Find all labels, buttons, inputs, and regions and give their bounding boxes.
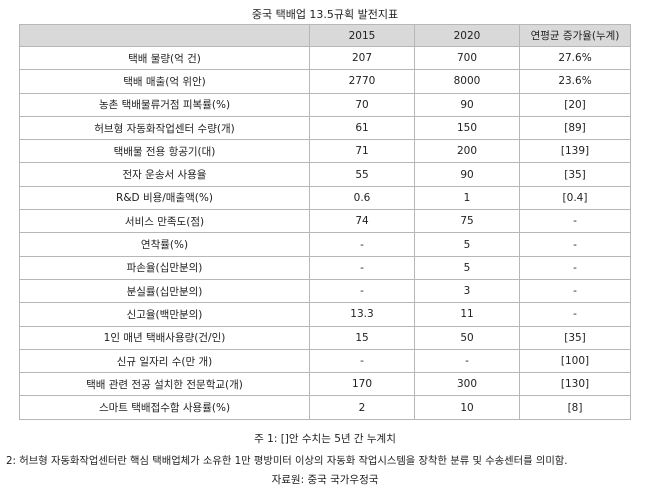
growth-cell: [20] [519, 92, 631, 117]
footnote-2: 2: 허브형 자동화작업센터란 핵심 택배업체가 소유한 1만 평방미터 이상의… [6, 455, 568, 467]
indicator-cell: 분실률(십만분의) [19, 278, 310, 304]
indicator-cell: 허브형 자동화작업센터 수량(개) [19, 115, 310, 141]
table-row: R&D 비용/매출액(%) 0.6 1 [0.4] [19, 185, 631, 211]
value-2020-cell: 10 [414, 395, 520, 420]
table-row: 서비스 만족도(점) 74 75- [19, 209, 631, 234]
value-2020-cell: - [414, 348, 520, 374]
indicator-cell: R&D 비용/매출액(%) [19, 185, 310, 211]
value-2015-cell: 61 [309, 115, 415, 141]
value-2015-cell: 55 [309, 162, 415, 187]
header-row: 2015 2020 연평균 증가율(누계) [19, 24, 631, 47]
value-2020-cell: 50 [414, 325, 520, 350]
growth-cell: 23.6% [519, 69, 631, 94]
indicator-cell: 파손율(십만분의) [19, 255, 310, 280]
value-2020-cell: 700 [414, 45, 520, 71]
indicator-cell: 신규 일자리 수(만 개) [19, 348, 310, 374]
indicator-cell: 연착률(%) [19, 232, 310, 257]
value-2015-cell: - [309, 232, 415, 257]
growth-cell: [130] [519, 372, 631, 397]
header-cell-growth: 연평균 증가율(누계) [519, 24, 631, 47]
table-row: 스마트 택배접수함 사용률(%) 2 10 [8] [19, 395, 631, 420]
source-note: 자료원: 중국 국가우정국 [271, 474, 379, 486]
value-2020-cell: 200 [414, 139, 520, 164]
indicator-cell: 스마트 택배접수함 사용률(%) [19, 395, 310, 420]
indicator-table: 2015 2020 연평균 증가율(누계) 택배 물량(억 건) 207 700 27… [19, 24, 631, 420]
value-2015-cell: 170 [309, 372, 415, 397]
value-2020-cell: 75 [414, 209, 520, 234]
indicator-cell: 택배 관련 전공 설치한 전문학교(개) [19, 372, 310, 397]
table-row: 신규 일자리 수(만 개) - - [100] [19, 348, 631, 374]
value-2020-cell: 300 [414, 372, 520, 397]
table-row: 택배 관련 전공 설치한 전문학교(개) 170 300 [130] [19, 372, 631, 397]
value-2015-cell: 15 [309, 325, 415, 350]
indicator-cell: 서비스 만족도(점) [19, 209, 310, 234]
value-2020-cell: 1 [414, 185, 520, 211]
header-cell-2020: 2020 [414, 24, 520, 47]
growth-cell: - [519, 232, 631, 257]
value-2020-cell: 3 [414, 278, 520, 304]
indicator-cell: 신고율(백만분의) [19, 302, 310, 327]
table-row: 택배물 전용 항공기(대) 71 200 [139] [19, 139, 631, 164]
value-2015-cell: 0.6 [309, 185, 415, 211]
growth-cell: - [519, 278, 631, 304]
table-row: 신고율(백만분의) 13.3 11- [19, 302, 631, 327]
value-2020-cell: 150 [414, 115, 520, 141]
table-row: 전자 운송서 사용율 55 90 [35] [19, 162, 631, 187]
growth-cell: [0.4] [519, 185, 631, 211]
indicator-cell: 택배 물량(억 건) [19, 45, 310, 71]
indicator-cell: 1인 매년 택배사용량(건/인) [19, 325, 310, 350]
table-body: 택배 물량(억 건) 207 700 27.6% 택배 매출(억 위안) 2770 8000… [19, 45, 631, 420]
growth-cell: - [519, 302, 631, 327]
header-cell-indicator [19, 24, 310, 47]
table-row: 택배 물량(억 건) 207 700 27.6% [19, 45, 631, 71]
growth-cell: [89] [519, 115, 631, 141]
table-row: 택배 매출(억 위안) 2770 8000 23.6% [19, 69, 631, 94]
growth-cell: [139] [519, 139, 631, 164]
value-2015-cell: - [309, 255, 415, 280]
value-2015-cell: 71 [309, 139, 415, 164]
growth-cell: [35] [519, 162, 631, 187]
table-title: 중국 택배업 13.5규획 발전지표 [251, 8, 399, 21]
table-row: 연착률(%) -5- [19, 232, 631, 257]
footnote-1: 주 1: []안 수치는 5년 간 누계치 [254, 433, 396, 445]
growth-cell: - [519, 255, 631, 280]
value-2015-cell: - [309, 278, 415, 304]
value-2015-cell: 70 [309, 92, 415, 117]
indicator-cell: 택배물 전용 항공기(대) [19, 139, 310, 164]
indicator-cell: 전자 운송서 사용율 [19, 162, 310, 187]
value-2020-cell: 5 [414, 255, 520, 280]
growth-cell: - [519, 209, 631, 234]
value-2020-cell: 90 [414, 162, 520, 187]
table-row: 분실률(십만분의) -3- [19, 278, 631, 304]
value-2020-cell: 90 [414, 92, 520, 117]
indicator-cell: 택배 매출(억 위안) [19, 69, 310, 94]
growth-cell: [100] [519, 348, 631, 374]
value-2015-cell: 207 [309, 45, 415, 71]
value-2015-cell: 74 [309, 209, 415, 234]
value-2015-cell: 2 [309, 395, 415, 420]
table-row: 파손율(십만분의) -5- [19, 255, 631, 280]
value-2020-cell: 8000 [414, 69, 520, 94]
value-2015-cell: - [309, 348, 415, 374]
value-2020-cell: 5 [414, 232, 520, 257]
value-2015-cell: 13.3 [309, 302, 415, 327]
value-2015-cell: 2770 [309, 69, 415, 94]
table-row: 1인 매년 택배사용량(건/인) 15 50 [35] [19, 325, 631, 350]
growth-cell: [35] [519, 325, 631, 350]
value-2020-cell: 11 [414, 302, 520, 327]
table-header: 2015 2020 연평균 증가율(누계) [19, 24, 631, 47]
header-cell-2015: 2015 [309, 24, 415, 47]
growth-cell: 27.6% [519, 45, 631, 71]
table-row: 허브형 자동화작업센터 수량(개) 61 150 [89] [19, 115, 631, 141]
table-row: 농촌 택배물류거점 피복률(%) 70 90 [20] [19, 92, 631, 117]
indicator-cell: 농촌 택배물류거점 피복률(%) [19, 92, 310, 117]
growth-cell: [8] [519, 395, 631, 420]
